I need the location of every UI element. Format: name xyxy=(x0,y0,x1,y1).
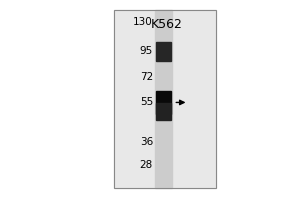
Text: 55: 55 xyxy=(140,97,153,107)
Bar xyxy=(156,42,171,61)
Text: 28: 28 xyxy=(140,160,153,170)
Text: 72: 72 xyxy=(140,72,153,82)
Bar xyxy=(156,91,171,114)
Text: 95: 95 xyxy=(140,46,153,56)
Text: K562: K562 xyxy=(151,18,182,31)
Bar xyxy=(216,0,300,200)
Bar xyxy=(114,10,216,188)
Bar xyxy=(114,10,216,188)
Bar xyxy=(156,103,171,120)
Bar xyxy=(0,0,114,200)
Bar xyxy=(155,10,172,188)
Text: 130: 130 xyxy=(133,17,153,27)
Text: 36: 36 xyxy=(140,137,153,147)
